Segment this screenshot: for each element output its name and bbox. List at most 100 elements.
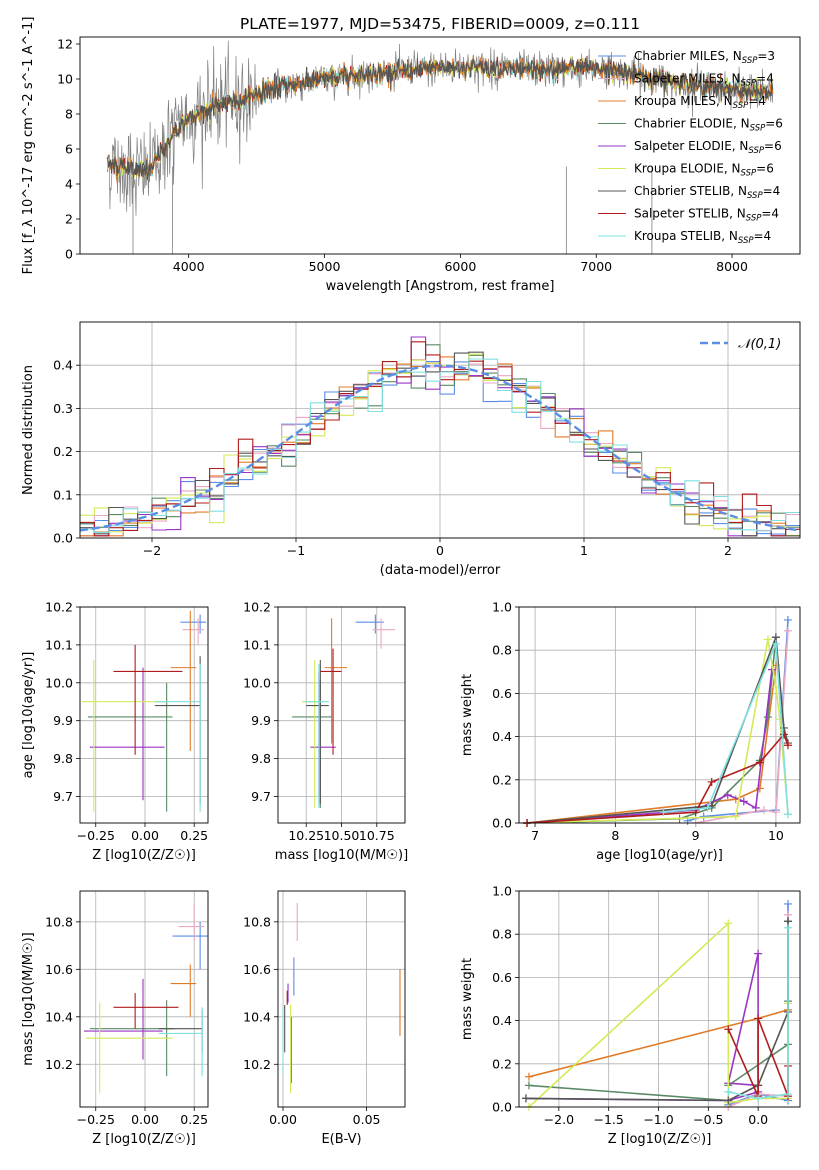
data-point-marker xyxy=(783,810,792,819)
x-tick-label: −0.25 xyxy=(77,1112,115,1127)
data-point-marker xyxy=(754,1094,763,1103)
legend-label-sub: SSP xyxy=(738,236,754,246)
data-point-marker xyxy=(707,777,716,786)
legend-label-tail: =6 xyxy=(765,117,783,131)
y-tick-label: 0.1 xyxy=(53,487,73,502)
legend-label-sub: SSP xyxy=(750,124,766,134)
x-tick-label: 5000 xyxy=(309,259,341,274)
legend-label-tail: =4 xyxy=(761,207,779,221)
mass-weight-vs-metallicity-panel: −2.0 −1.5 −1.0 −0.5 0.0 0.0 0.2 0.4 0.6 0.8 1.0 Z [… xyxy=(460,884,801,1147)
y-tick-label: 0.8 xyxy=(492,643,512,658)
legend-label-main: Salpeter ELODIE, N xyxy=(634,139,748,153)
legend-label-sub: SSP xyxy=(748,146,764,156)
y-tick-label: 1.0 xyxy=(492,600,512,615)
x-tick-label: −0.5 xyxy=(693,1112,723,1127)
y-axis-label: age [log10(age/yr)] xyxy=(21,652,36,779)
x-tick-label: 0.25 xyxy=(180,828,208,843)
y-tick-label: 10.2 xyxy=(45,1057,73,1072)
y-axis-label: mass weight xyxy=(460,958,475,1040)
data-point-marker xyxy=(524,1072,533,1081)
data-point-marker xyxy=(699,812,708,821)
y-tick-label: 9.7 xyxy=(251,789,271,804)
y-axis-label: mass [log10(M/M☉)] xyxy=(21,932,36,1065)
legend-label-tail: =6 xyxy=(764,139,782,153)
x-tick-label: 10 xyxy=(768,828,784,843)
data-point-marker xyxy=(784,923,793,932)
legend-label-tail: =3 xyxy=(757,49,775,63)
x-axis-label: age [log10(age/yr)] xyxy=(596,848,723,863)
x-tick-label: 4000 xyxy=(173,259,205,274)
histogram-step-line xyxy=(80,341,800,537)
data-point-marker xyxy=(731,812,740,821)
data-point-marker xyxy=(763,635,772,644)
x-axis-label: (data-model)/error xyxy=(380,563,501,578)
x-tick-label: 7000 xyxy=(580,259,612,274)
legend-label-sub: SSP xyxy=(741,79,757,89)
legend-label-main: Chabrier ELODIE, N xyxy=(634,117,750,131)
y-tick-label: 10.4 xyxy=(45,1009,73,1024)
y-axis-label: Flux [f_λ 10^-17 erg cm^-2 s^-1 A^-1] xyxy=(21,17,36,275)
legend-label: Kroupa MILES, NSSP=4 xyxy=(634,94,766,111)
x-tick-label: 0.05 xyxy=(353,1112,381,1127)
x-tick-label: −1.0 xyxy=(643,1112,673,1127)
y-tick-label: 9.9 xyxy=(251,713,271,728)
data-point-marker xyxy=(521,1094,530,1103)
data-point-marker xyxy=(771,808,780,817)
y-tick-label: 10.1 xyxy=(45,637,73,652)
data-point-marker xyxy=(751,803,760,812)
x-tick-label: 8000 xyxy=(716,259,748,274)
figure-title: PLATE=1977, MJD=53475, FIBERID=0009, z=0… xyxy=(240,15,640,33)
y-tick-label: 10.2 xyxy=(45,600,73,615)
x-tick-label: 9 xyxy=(692,828,700,843)
legend-label: Kroupa STELIB, NSSP=4 xyxy=(634,229,771,246)
data-point-marker xyxy=(755,758,764,767)
y-tick-label: 9.9 xyxy=(53,713,73,728)
legend-label: Chabrier STELIB, NSSP=4 xyxy=(634,184,780,201)
legend-label: Kroupa ELODIE, NSSP=6 xyxy=(634,162,774,179)
reference-legend-label: 𝒩(0,1) xyxy=(738,337,781,352)
y-tick-label: 0.2 xyxy=(492,1056,512,1071)
y-axis-label: mass weight xyxy=(460,674,475,756)
histogram-step-line xyxy=(80,358,800,534)
y-tick-label: 0.6 xyxy=(492,686,512,701)
axes-frame xyxy=(79,606,209,824)
x-tick-label: 2 xyxy=(724,543,732,558)
data-point-marker xyxy=(783,741,792,750)
series-line xyxy=(526,665,777,823)
age-vs-metallicity-panel: −0.25 0.00 0.25 9.7 9.8 9.9 10.0 10.1 10.2 Z [log… xyxy=(21,600,209,863)
y-tick-label: 0.2 xyxy=(53,444,73,459)
y-tick-label: 0.4 xyxy=(53,358,73,373)
x-tick-label: 6000 xyxy=(444,259,476,274)
axes-frame xyxy=(518,606,801,824)
model-spectrum-line xyxy=(106,57,774,180)
x-tick-label: 0.0 xyxy=(748,1112,768,1127)
mass-vs-metallicity-panel: −0.25 0.00 0.25 10.2 10.4 10.6 10.8 Z [log10(Z/… xyxy=(21,890,209,1147)
mass-vs-reddening-panel: 0.00 0.05 10.2 10.4 10.6 10.8 E(B-V) xyxy=(243,890,406,1147)
series-line xyxy=(728,927,789,1100)
data-point-marker xyxy=(659,808,668,817)
data-point-marker xyxy=(724,1025,733,1034)
y-tick-label: 0.4 xyxy=(492,1013,512,1028)
data-point-marker xyxy=(763,713,772,722)
y-tick-label: 8 xyxy=(65,107,73,122)
x-tick-label: 10.75 xyxy=(359,828,395,843)
axes-frame xyxy=(518,890,801,1108)
axes-frame xyxy=(277,606,406,824)
legend-label-sub: SSP xyxy=(733,101,749,111)
legend-label: Salpeter MILES, NSSP=4 xyxy=(634,72,774,89)
legend-label: Salpeter STELIB, NSSP=4 xyxy=(634,207,779,224)
y-tick-label: 10.2 xyxy=(243,1057,271,1072)
x-tick-label: 1 xyxy=(580,543,588,558)
x-tick-label: −2.0 xyxy=(544,1112,574,1127)
data-point-marker xyxy=(739,797,748,806)
y-tick-label: 0.4 xyxy=(492,729,512,744)
y-tick-label: 10.8 xyxy=(243,914,271,929)
legend-label-sub: SSP xyxy=(746,214,762,224)
normal-reference-curve xyxy=(80,364,798,532)
data-point-marker xyxy=(779,730,788,739)
x-axis-label: mass [log10(M/M☉)] xyxy=(275,848,408,863)
x-tick-label: −1.5 xyxy=(594,1112,624,1127)
legend-label: Chabrier MILES, NSSP=3 xyxy=(634,49,775,66)
y-tick-label: 0.6 xyxy=(492,970,512,985)
data-point-marker xyxy=(724,919,733,928)
